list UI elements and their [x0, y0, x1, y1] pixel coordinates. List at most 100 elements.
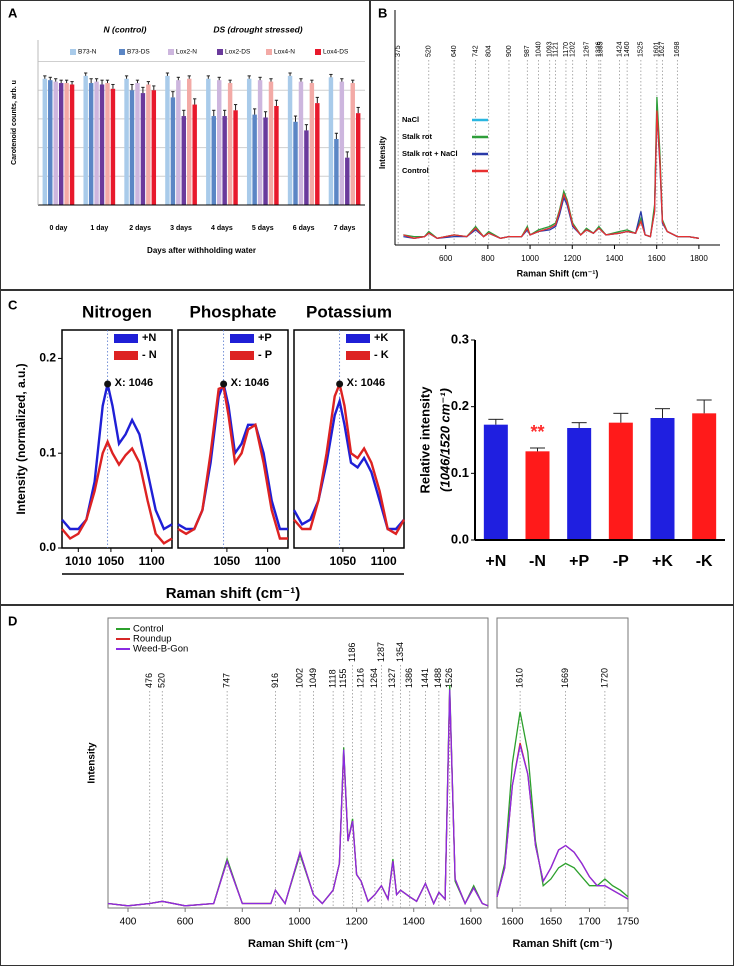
bar	[140, 93, 146, 205]
bar	[124, 78, 129, 205]
bar	[345, 157, 350, 205]
peak-label: 1601	[654, 41, 661, 57]
x-axis-label: Raman Shift (cm⁻¹)	[248, 938, 348, 950]
bar	[692, 413, 717, 540]
peak-label: 1264	[369, 668, 379, 688]
bar	[88, 83, 94, 205]
x-tick-label: 2 days	[129, 225, 151, 232]
x-axis-label: Raman Shift (cm⁻¹)	[513, 938, 613, 950]
peak-label: 1669	[560, 668, 570, 688]
bar	[129, 90, 135, 205]
bar	[222, 116, 227, 205]
peak-label: 1118	[328, 669, 338, 688]
x-tick-label: 1400	[606, 254, 624, 263]
x-tick-label: 600	[177, 917, 194, 928]
peak-label: 1627	[659, 41, 666, 57]
x-tick-label: 1000	[288, 917, 311, 928]
panel-border	[0, 605, 734, 966]
bar	[233, 110, 238, 205]
spectrum-line	[496, 711, 629, 898]
x-tick-label: 1100	[255, 554, 281, 568]
legend-swatch	[114, 334, 138, 343]
spectrum-line	[403, 96, 700, 239]
bar	[94, 81, 99, 205]
x-tick-label: 1050	[214, 554, 241, 568]
peak-label: 1698	[674, 41, 681, 57]
y-axis-label: Intensity	[378, 136, 387, 169]
x-tick-label: 400	[120, 917, 137, 928]
y-tick-label: 0.3	[451, 331, 469, 346]
bar	[53, 81, 58, 205]
x-tick-label: 800	[234, 917, 251, 928]
peak-label: 520	[157, 673, 167, 688]
spectrum-line	[107, 689, 489, 907]
bar	[69, 84, 75, 205]
bar	[181, 116, 187, 205]
legend-swatch	[217, 49, 223, 55]
peak-label: 1170	[563, 42, 570, 57]
bar	[567, 428, 592, 540]
plot-frame	[496, 617, 629, 909]
peak-label: 742	[472, 45, 479, 57]
peak-label: 1354	[395, 642, 405, 662]
peak-label: 476	[144, 673, 154, 688]
subplot-title: Nitrogen	[82, 302, 152, 321]
bar	[350, 83, 355, 205]
plot-frame	[107, 617, 489, 909]
peak-label: 1267	[583, 41, 590, 57]
y-tick-label: 0.2	[39, 351, 56, 365]
y-tick-label: 0.2	[451, 398, 469, 413]
y-tick-label: 0.0	[451, 531, 469, 546]
bar	[328, 77, 334, 205]
x-tick-label: 0 day	[49, 225, 67, 232]
x-tick-label: 800	[481, 254, 495, 263]
panel-label: A	[8, 5, 18, 20]
y-tick-label: 0.0	[39, 540, 56, 554]
legend-label: - K	[374, 349, 389, 361]
y-tick-label: 0.1	[39, 445, 56, 459]
legend-swatch	[119, 49, 125, 55]
annotation: DS (drought stressed)	[213, 24, 302, 34]
bar	[216, 80, 222, 205]
x-tick-label: 1010	[65, 554, 92, 568]
legend-swatch	[346, 334, 370, 343]
x-tick-label: 1600	[648, 254, 666, 263]
annotation: **	[530, 422, 544, 442]
peak-label: 375	[395, 45, 402, 57]
spectrum-line	[61, 438, 173, 545]
x-tick-label: 1750	[617, 917, 640, 928]
x-tick-label: 1650	[540, 917, 563, 928]
peak-label: 1327	[387, 668, 397, 688]
bar	[227, 83, 233, 205]
legend-swatch	[114, 351, 138, 360]
peak-label: 1093	[547, 41, 554, 57]
bar	[246, 78, 252, 205]
x-tick-label: 1600	[460, 917, 483, 928]
marker-label: X: 1046	[231, 377, 270, 389]
bar	[309, 83, 315, 205]
x-axis-label: Days after withholding water	[147, 246, 256, 255]
x-tick-label: 600	[439, 254, 453, 263]
peak-label: 520	[426, 45, 433, 57]
marker-label: X: 1046	[115, 377, 154, 389]
peak-label: 1386	[404, 668, 414, 688]
legend-swatch	[346, 351, 370, 360]
bar	[608, 422, 633, 540]
legend-label: Roundup	[133, 634, 172, 645]
spectrum-line	[496, 745, 629, 900]
x-tick-label: +P	[569, 553, 589, 570]
marker-label: X: 1046	[347, 377, 386, 389]
bar	[298, 81, 304, 205]
spectrum-line	[403, 110, 700, 239]
plot-frame	[177, 329, 289, 549]
bar	[206, 78, 211, 205]
x-tick-label: 1700	[578, 917, 601, 928]
bar	[252, 114, 257, 205]
y-axis-label: Intensity (normalized, a.u.)	[14, 363, 28, 514]
x-tick-label: 1200	[563, 254, 581, 263]
peak-label: 640	[451, 45, 458, 57]
bar	[42, 78, 48, 205]
legend-label: NaCl	[402, 115, 419, 124]
x-tick-label: +K	[652, 553, 673, 570]
peak-label: 987	[524, 45, 531, 57]
